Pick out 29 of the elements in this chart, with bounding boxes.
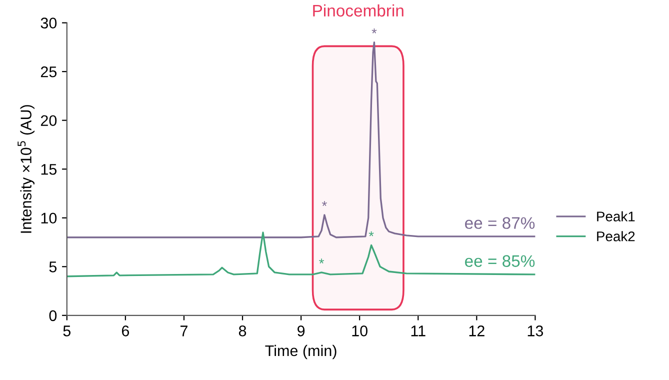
x-tick-label: 10 (352, 326, 368, 336)
y-tick-label: 5 (49, 262, 57, 272)
x-tick-label: 9 (298, 326, 305, 336)
x-tick-label: 11 (411, 326, 426, 336)
annotation: * (319, 258, 324, 264)
annotation: ee = 85% (465, 255, 535, 267)
y-tick-label: 0 (49, 310, 57, 322)
line-series (66, 232, 536, 278)
x-tick-label: 12 (469, 326, 484, 336)
annotation: * (372, 28, 377, 34)
x-tick-label: 5 (63, 326, 71, 336)
y-tick-label: 25 (40, 66, 57, 78)
y-tick-label: 30 (40, 18, 57, 28)
x-axis-title: Time (min) (265, 344, 336, 360)
annotation: ee = 87% (465, 217, 535, 229)
y-tick-label: 20 (40, 115, 57, 126)
y-tick-label: 15 (41, 164, 57, 175)
band-label: Pinocembrin (313, 4, 404, 17)
y-axis-title: Intensity ×10$^{5}$ (AU) (18, 105, 34, 233)
line-series (66, 41, 536, 238)
legend-label: Peak2 (597, 231, 635, 242)
annotation: * (322, 201, 327, 206)
legend-label: Peak1 (597, 211, 635, 222)
x-tick-label: 13 (528, 326, 544, 336)
x-tick-label: 7 (180, 326, 188, 336)
annotation: * (368, 231, 374, 236)
x-tick-label: 8 (238, 326, 246, 336)
x-tick-label: 6 (122, 326, 130, 336)
y-tick-label: 10 (41, 212, 57, 224)
